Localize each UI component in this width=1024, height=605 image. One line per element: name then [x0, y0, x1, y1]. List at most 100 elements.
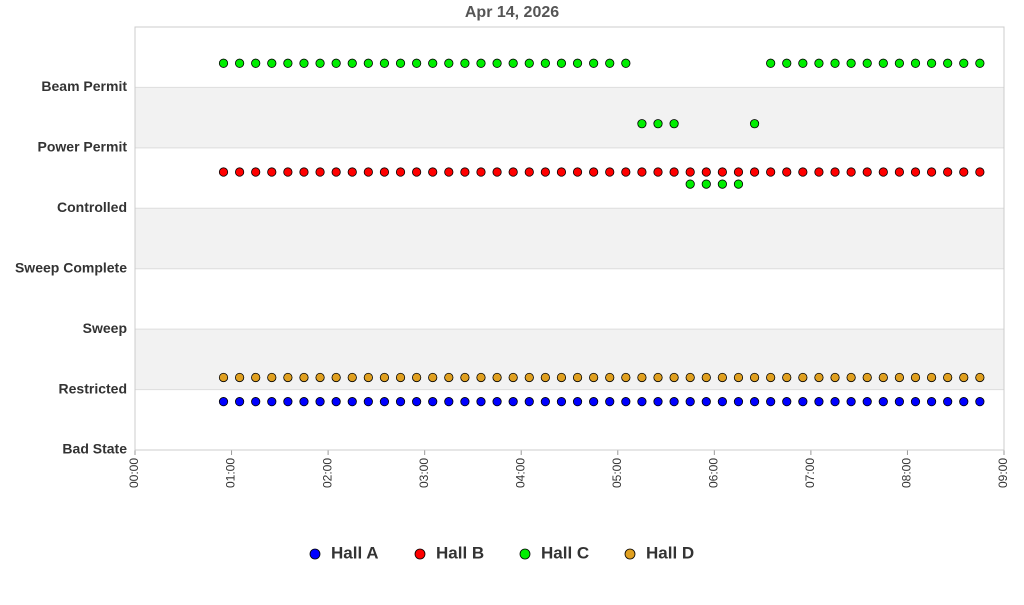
data-point: [685, 167, 695, 177]
y-tick-label: Bad State: [62, 441, 127, 457]
data-point: [508, 372, 518, 383]
data-point: [733, 372, 744, 383]
x-tick-label: 06:00: [707, 458, 721, 488]
y-tick-label: Sweep: [83, 320, 127, 336]
data-point: [605, 167, 615, 177]
data-point: [218, 167, 229, 177]
data-point: [299, 372, 309, 383]
data-point: [444, 372, 454, 383]
data-point: [218, 397, 229, 407]
data-point: [669, 119, 679, 129]
data-point: [862, 58, 872, 68]
data-point: [943, 167, 953, 177]
data-point: [251, 58, 261, 68]
data-point: [379, 397, 390, 407]
data-point: [733, 167, 744, 177]
data-point: [975, 397, 985, 407]
data-point: [589, 58, 599, 68]
data-point: [878, 397, 888, 407]
data-point: [540, 167, 550, 177]
data-point: [347, 58, 357, 68]
data-point: [717, 167, 727, 177]
legend-marker: [414, 548, 426, 560]
data-point: [492, 58, 502, 68]
data-point: [926, 58, 937, 68]
x-tick-label: 03:00: [417, 458, 431, 488]
data-point: [589, 397, 599, 407]
legend-label: Hall C: [541, 543, 589, 562]
data-point: [862, 167, 872, 177]
data-point: [444, 167, 454, 177]
data-point: [395, 167, 406, 177]
data-point: [299, 397, 309, 407]
data-point: [894, 397, 904, 407]
x-tick-label: 00:00: [127, 458, 141, 488]
data-point: [251, 397, 261, 407]
plot-border: [134, 26, 1005, 451]
data-point: [910, 397, 921, 407]
x-tick-label: 08:00: [900, 458, 914, 488]
data-point: [315, 58, 325, 68]
data-point: [524, 167, 534, 177]
data-point: [395, 58, 406, 68]
data-point: [572, 372, 583, 383]
data-point: [572, 58, 583, 68]
data-point: [540, 58, 550, 68]
data-point: [637, 397, 647, 407]
data-point: [943, 58, 953, 68]
data-point: [444, 58, 454, 68]
data-point: [846, 167, 856, 177]
data-point: [363, 372, 373, 383]
data-point: [572, 397, 583, 407]
data-point: [508, 397, 518, 407]
data-point: [621, 372, 631, 383]
data-point: [395, 397, 406, 407]
data-point: [798, 58, 808, 68]
data-point: [782, 58, 792, 68]
data-point: [556, 397, 567, 407]
data-point: [283, 397, 293, 407]
data-point: [669, 372, 679, 383]
data-point: [524, 372, 534, 383]
data-point: [782, 167, 792, 177]
data-point: [653, 372, 663, 383]
data-point: [605, 58, 615, 68]
data-point: [894, 167, 904, 177]
y-tick-label: Restricted: [59, 380, 127, 396]
data-point: [235, 372, 245, 383]
data-point: [508, 58, 518, 68]
legend-marker: [624, 548, 636, 560]
data-point: [315, 397, 325, 407]
data-point: [556, 167, 567, 177]
data-point: [460, 167, 470, 177]
data-point: [814, 167, 824, 177]
legend-label: Hall A: [331, 543, 379, 562]
data-point: [830, 397, 840, 407]
data-point: [347, 372, 357, 383]
data-point: [412, 167, 422, 177]
data-point: [492, 372, 502, 383]
data-point: [444, 397, 454, 407]
data-point: [395, 372, 406, 383]
data-point: [331, 58, 341, 68]
data-point: [621, 397, 631, 407]
data-point: [798, 397, 808, 407]
data-point: [412, 397, 422, 407]
data-point: [428, 397, 438, 407]
data-point: [814, 372, 824, 383]
data-point: [428, 58, 438, 68]
x-tick-label: 01:00: [224, 458, 238, 488]
data-point: [460, 372, 470, 383]
data-point: [878, 167, 888, 177]
data-point: [749, 372, 760, 383]
data-point: [975, 167, 985, 177]
data-point: [589, 167, 599, 177]
data-point: [943, 372, 953, 383]
data-point: [669, 397, 679, 407]
data-point: [830, 372, 840, 383]
data-point: [814, 58, 824, 68]
data-point: [733, 397, 744, 407]
data-point: [830, 167, 840, 177]
data-point: [653, 167, 663, 177]
